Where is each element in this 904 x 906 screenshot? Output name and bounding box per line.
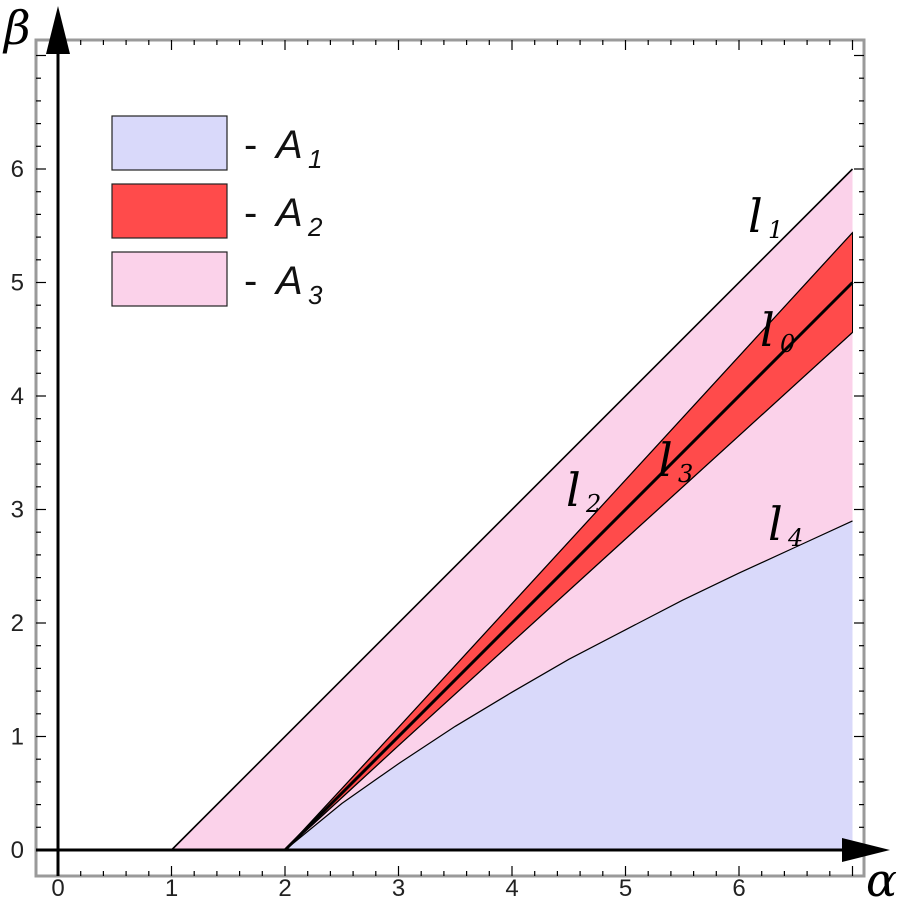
plot-frame — [34, 38, 866, 878]
curve-l4 — [284, 520, 853, 851]
curve-label-main: l — [748, 189, 763, 243]
curve-l2 — [284, 232, 853, 851]
x-axis-label: α — [866, 853, 897, 906]
legend-symbol: A — [274, 123, 303, 167]
y-axis-label: β — [2, 1, 31, 55]
y-tick-label: 2 — [11, 610, 24, 637]
legend-dash: - — [244, 123, 257, 167]
legend-dash: - — [244, 191, 257, 235]
y-tick-label: 6 — [11, 156, 24, 183]
legend-subscript: 3 — [308, 280, 323, 310]
legend-swatch — [111, 183, 228, 239]
legend-subscript: 2 — [307, 212, 323, 242]
curve-label-sub: 1 — [768, 216, 783, 244]
legend-dash: - — [244, 259, 257, 303]
y-tick-label: 0 — [11, 837, 24, 864]
legend-symbol: A — [274, 259, 303, 303]
legend-swatch — [111, 115, 228, 171]
legend: - A 1- A 2- A 3 — [111, 115, 323, 310]
x-tick-label: 6 — [732, 875, 745, 902]
ticks: 0 1 2 3 4 5 6 0 1 2 3 4 5 6 — [11, 40, 864, 902]
curve-label-sub: 3 — [678, 460, 693, 488]
legend-symbol: A — [274, 191, 303, 235]
y-tick-label: 4 — [11, 383, 24, 410]
curve-l3 — [284, 331, 853, 851]
curve-label-main: l — [566, 463, 581, 517]
x-tick-label: 5 — [619, 875, 632, 902]
x-tick-label: 2 — [278, 875, 291, 902]
curve-l1 — [170, 168, 854, 851]
x-tick-label: 3 — [392, 875, 405, 902]
curve-label-sub: 2 — [585, 490, 601, 518]
curves — [170, 168, 854, 852]
curve-label-sub: 0 — [780, 330, 795, 358]
curve-label-main: l — [658, 433, 673, 487]
x-tick-label: 4 — [505, 875, 518, 902]
curve-label-main: l — [768, 497, 783, 551]
legend-swatch — [111, 251, 228, 307]
curve-label-sub: 4 — [787, 524, 803, 552]
y-axis-arrow — [46, 6, 70, 54]
y-tick-label: 3 — [11, 497, 24, 524]
curve-l0 — [283, 281, 854, 852]
curve-labels: l 1l 0l 2l 3l 4 — [566, 189, 803, 552]
x-axis-arrow — [842, 838, 890, 862]
y-tick-label: 5 — [11, 270, 24, 297]
frame-border — [34, 38, 866, 878]
legend-subscript: 1 — [308, 144, 322, 174]
curve-label-main: l — [760, 303, 775, 357]
y-tick-label: 1 — [11, 724, 24, 751]
x-tick-label: 1 — [165, 875, 178, 902]
x-tick-label: 0 — [51, 875, 64, 902]
region-a1 — [285, 520, 853, 850]
